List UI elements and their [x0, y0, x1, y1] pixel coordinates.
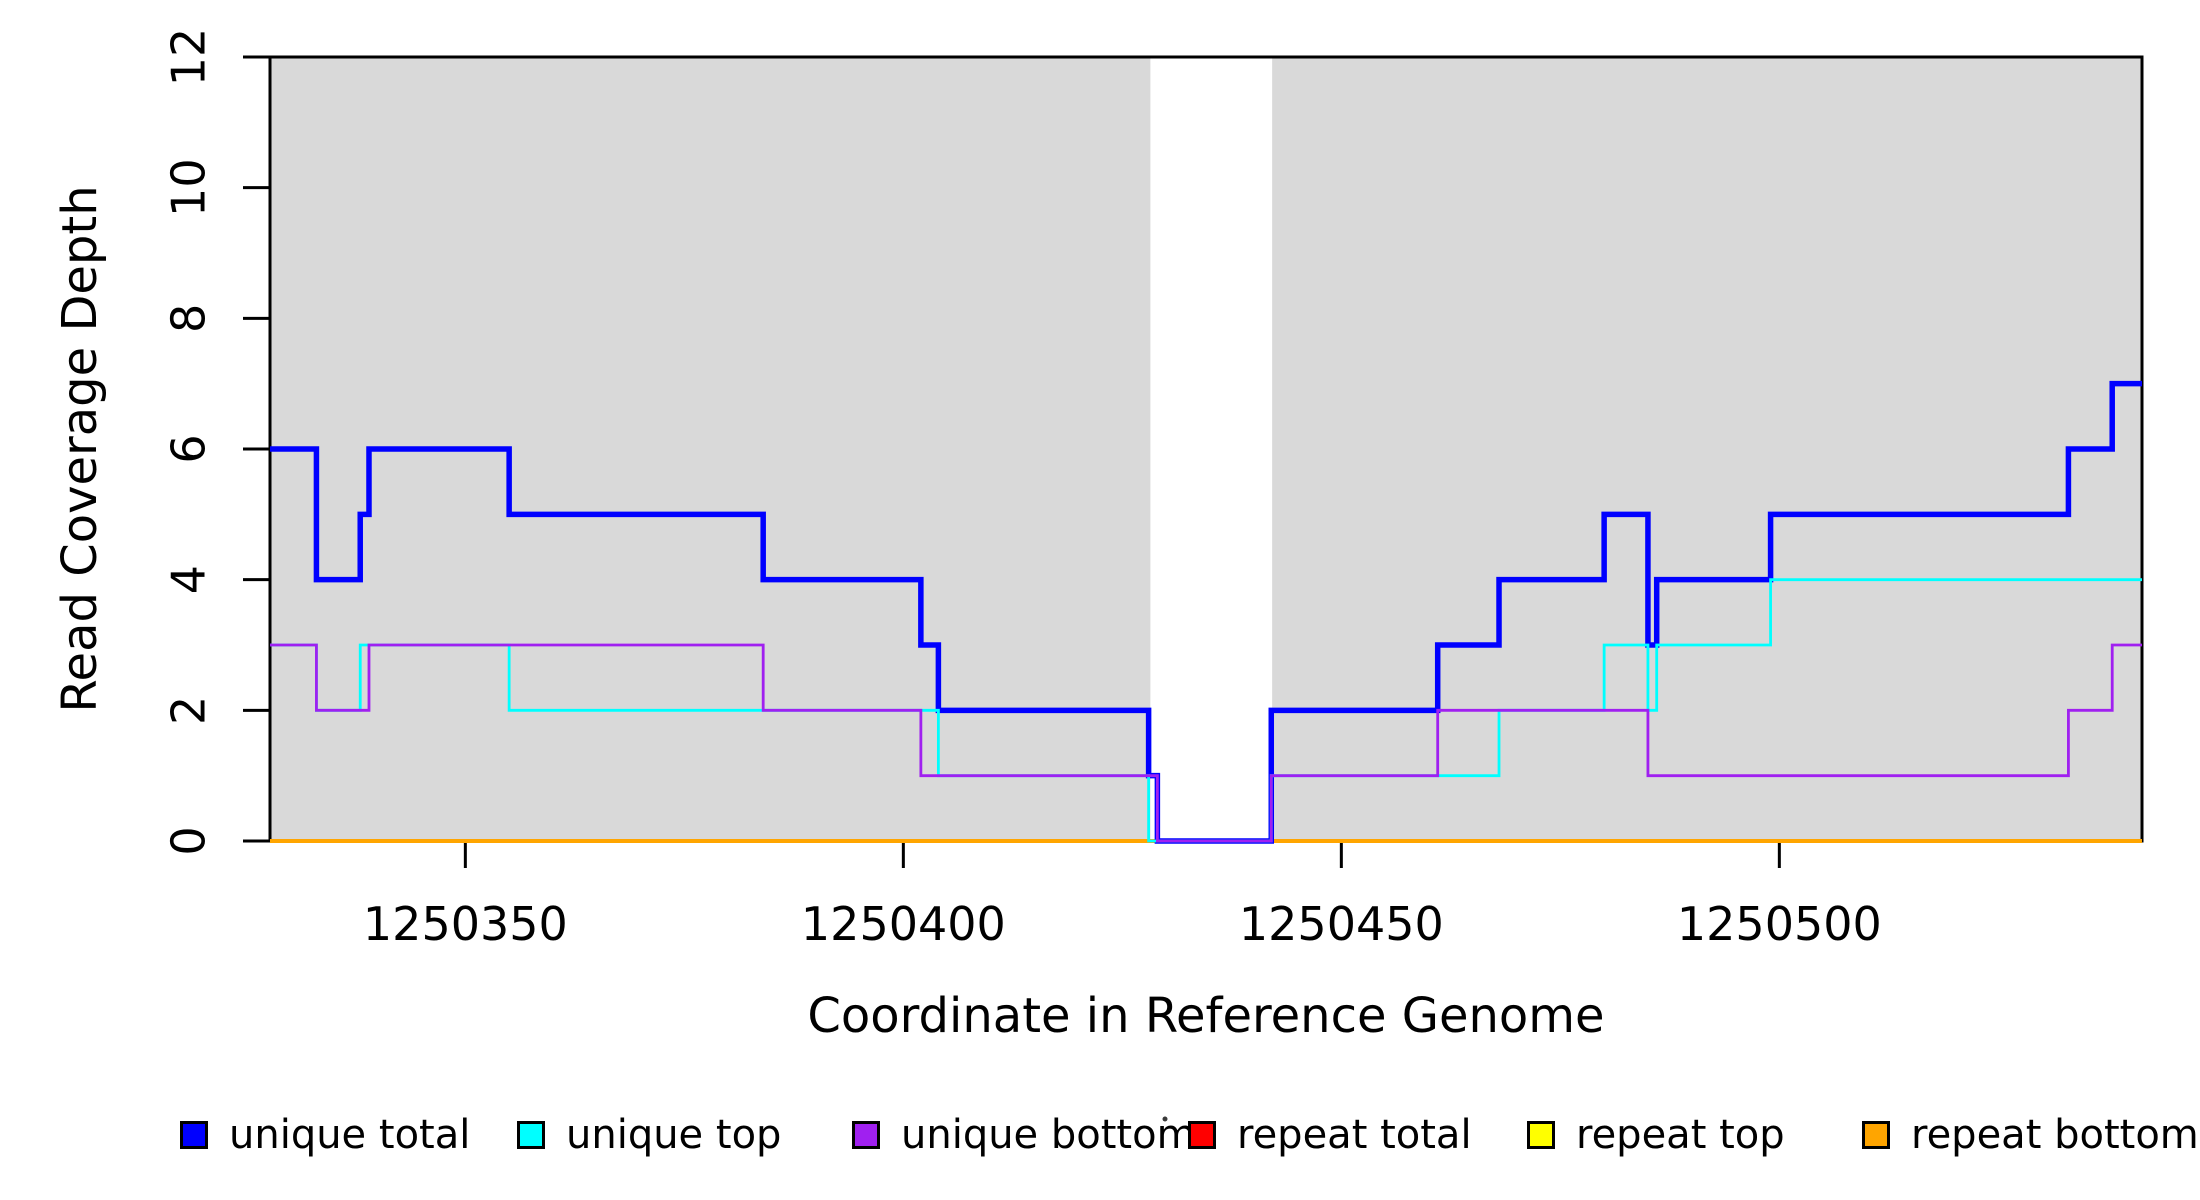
unique-top-swatch-icon [517, 1121, 545, 1149]
legend-item-repeat-total: repeat total [1188, 1112, 1472, 1158]
y-tick-label: 12 [162, 28, 216, 87]
legend-item-unique-bottom: unique bottom [852, 1112, 1196, 1158]
x-axis-title: Coordinate in Reference Genome [807, 988, 1605, 1044]
repeat-bottom-swatch-icon [1862, 1121, 1890, 1149]
legend-label: unique total [229, 1112, 471, 1158]
stray-dot [1162, 1116, 1168, 1122]
legend-label: repeat top [1576, 1112, 1785, 1158]
y-tick-label: 2 [162, 696, 216, 725]
shaded-region-1 [1272, 57, 2142, 841]
repeat-top-swatch-icon [1527, 1121, 1555, 1149]
x-tick-label: 1250500 [1677, 897, 1882, 951]
legend-label: unique top [566, 1112, 782, 1158]
unique-bottom-swatch-icon [852, 1121, 880, 1149]
legend-item-repeat-bottom: repeat bottom [1862, 1112, 2199, 1158]
x-tick-label: 1250400 [801, 897, 1006, 951]
legend-label: repeat total [1237, 1112, 1472, 1158]
legend-item-unique-top: unique top [517, 1112, 782, 1158]
legend: unique total unique top unique bottom re… [0, 1112, 2200, 1178]
legend-label: unique bottom [901, 1112, 1196, 1158]
legend-item-unique-total: unique total [180, 1112, 471, 1158]
unique-total-swatch-icon [180, 1121, 208, 1149]
y-axis-title: Read Coverage Depth [52, 185, 108, 713]
y-tick-label: 8 [162, 304, 216, 333]
repeat-total-swatch-icon [1188, 1121, 1216, 1149]
y-tick-label: 0 [162, 826, 216, 855]
legend-label: repeat bottom [1911, 1112, 2199, 1158]
legend-item-repeat-top: repeat top [1527, 1112, 1785, 1158]
y-tick-label: 10 [162, 158, 216, 217]
y-tick-label: 4 [162, 565, 216, 594]
y-tick-label: 6 [162, 434, 216, 463]
series-unique-bottom [270, 643, 2142, 843]
x-tick-label: 1250350 [363, 897, 568, 951]
x-tick-label: 1250450 [1239, 897, 1444, 951]
